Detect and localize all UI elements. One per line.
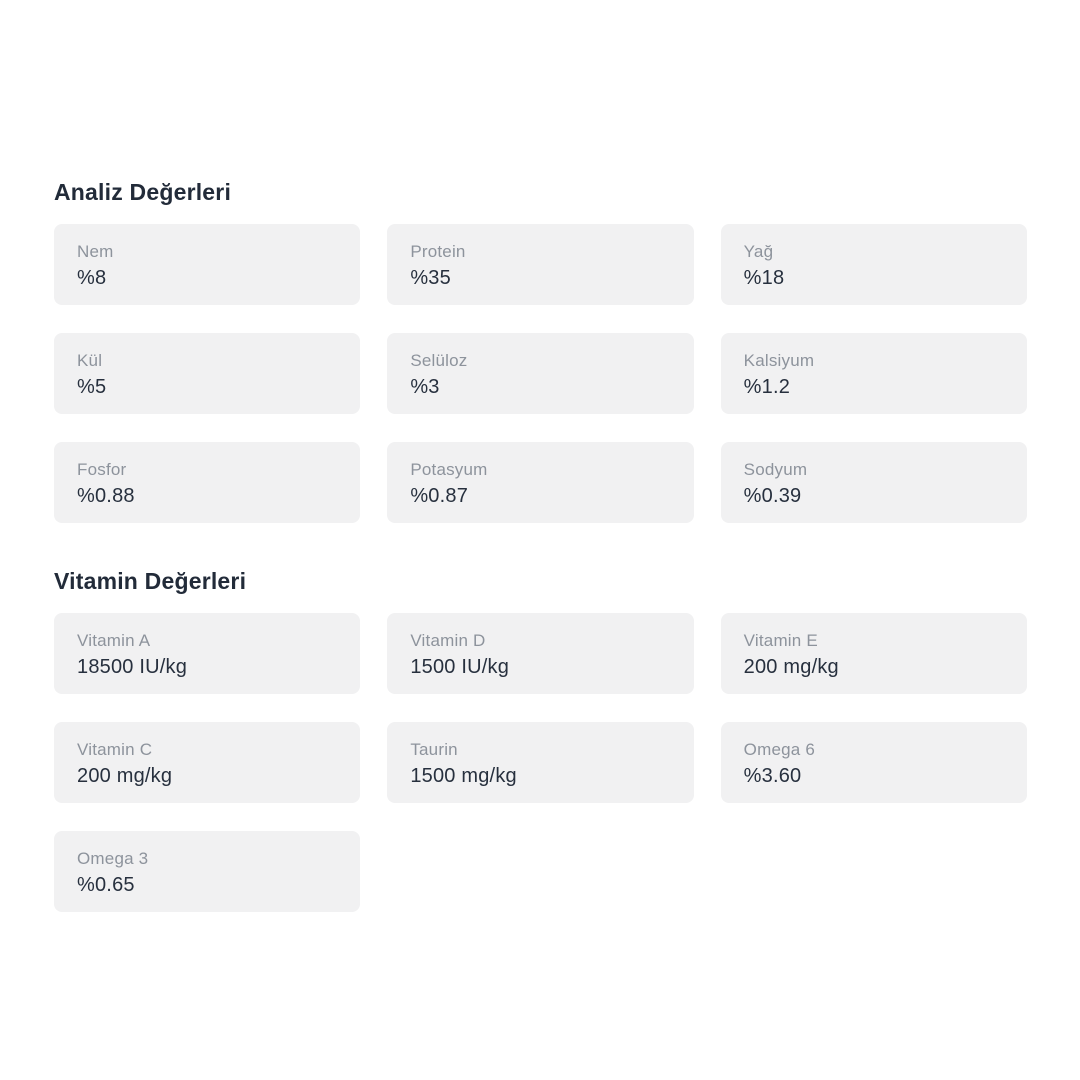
stat-value: %0.87 bbox=[410, 484, 469, 507]
stat-card-seluloz: Selüloz %3 bbox=[387, 332, 694, 414]
stat-value: %35 bbox=[410, 266, 451, 289]
section-analysis: Analiz Değerleri Nem %8 Protein %35 Yağ … bbox=[54, 178, 1027, 523]
stat-label: Selüloz bbox=[410, 350, 468, 370]
stat-card-omega-3: Omega 3 %0.65 bbox=[54, 830, 361, 912]
stat-label: Vitamin E bbox=[743, 630, 818, 650]
stat-value: %18 bbox=[743, 266, 785, 289]
stat-card-kul: Kül %5 bbox=[54, 332, 361, 414]
stat-label: Protein bbox=[410, 241, 466, 261]
stat-label: Nem bbox=[77, 241, 114, 261]
stat-card-nem: Nem %8 bbox=[54, 223, 361, 305]
stat-value: %0.39 bbox=[743, 484, 802, 507]
stat-value: 1500 mg/kg bbox=[410, 764, 517, 787]
stat-card-yag: Yağ %18 bbox=[720, 223, 1027, 305]
analysis-section-title: Analiz Değerleri bbox=[54, 179, 232, 205]
vitamin-section-title: Vitamin Değerleri bbox=[54, 567, 247, 594]
analysis-grid: Nem %8 Protein %35 Yağ %18 Kül %5 Selülo… bbox=[54, 223, 1027, 523]
stat-value: 1500 IU/kg bbox=[410, 655, 510, 678]
stat-value: %0.65 bbox=[77, 873, 135, 896]
stat-value: 200 mg/kg bbox=[743, 655, 839, 678]
stat-value: %1.2 bbox=[743, 375, 791, 398]
stat-card-potasyum: Potasyum %0.87 bbox=[387, 441, 694, 523]
stat-label: Kalsiyum bbox=[743, 350, 815, 370]
stat-card-taurin: Taurin 1500 mg/kg bbox=[387, 721, 694, 803]
stat-label: Omega 3 bbox=[77, 848, 149, 868]
stat-card-sodyum: Sodyum %0.39 bbox=[720, 441, 1027, 523]
vitamin-grid: Vitamin A 18500 IU/kg Vitamin D 1500 IU/… bbox=[54, 612, 1027, 912]
stat-label: Vitamin D bbox=[410, 630, 486, 650]
stat-label: Vitamin C bbox=[77, 739, 153, 759]
stat-label: Kül bbox=[77, 350, 103, 370]
stat-value: 18500 IU/kg bbox=[77, 655, 188, 678]
stat-label: Taurin bbox=[410, 739, 458, 759]
stat-card-protein: Protein %35 bbox=[387, 223, 694, 305]
stat-card-vitamin-d: Vitamin D 1500 IU/kg bbox=[387, 612, 694, 694]
stat-label: Yağ bbox=[743, 241, 774, 261]
stat-label: Vitamin A bbox=[77, 630, 151, 650]
stat-card-vitamin-e: Vitamin E 200 mg/kg bbox=[720, 612, 1027, 694]
stat-label: Sodyum bbox=[743, 459, 808, 479]
stat-card-vitamin-a: Vitamin A 18500 IU/kg bbox=[54, 612, 361, 694]
stat-value: %3 bbox=[410, 375, 440, 398]
stat-card-omega-6: Omega 6 %3.60 bbox=[720, 721, 1027, 803]
stat-card-fosfor: Fosfor %0.88 bbox=[54, 441, 361, 523]
stat-label: Fosfor bbox=[77, 459, 127, 479]
stat-card-kalsiyum: Kalsiyum %1.2 bbox=[720, 332, 1027, 414]
stat-label: Potasyum bbox=[410, 459, 488, 479]
stat-value: %8 bbox=[77, 266, 107, 289]
stat-label: Omega 6 bbox=[743, 739, 815, 759]
stat-value: %3.60 bbox=[743, 764, 802, 787]
stat-value: %0.88 bbox=[77, 484, 135, 507]
section-vitamins: Vitamin Değerleri Vitamin A 18500 IU/kg … bbox=[54, 567, 1027, 912]
stat-value: 200 mg/kg bbox=[77, 764, 173, 787]
stat-card-vitamin-c: Vitamin C 200 mg/kg bbox=[54, 721, 361, 803]
stat-value: %5 bbox=[77, 375, 107, 398]
